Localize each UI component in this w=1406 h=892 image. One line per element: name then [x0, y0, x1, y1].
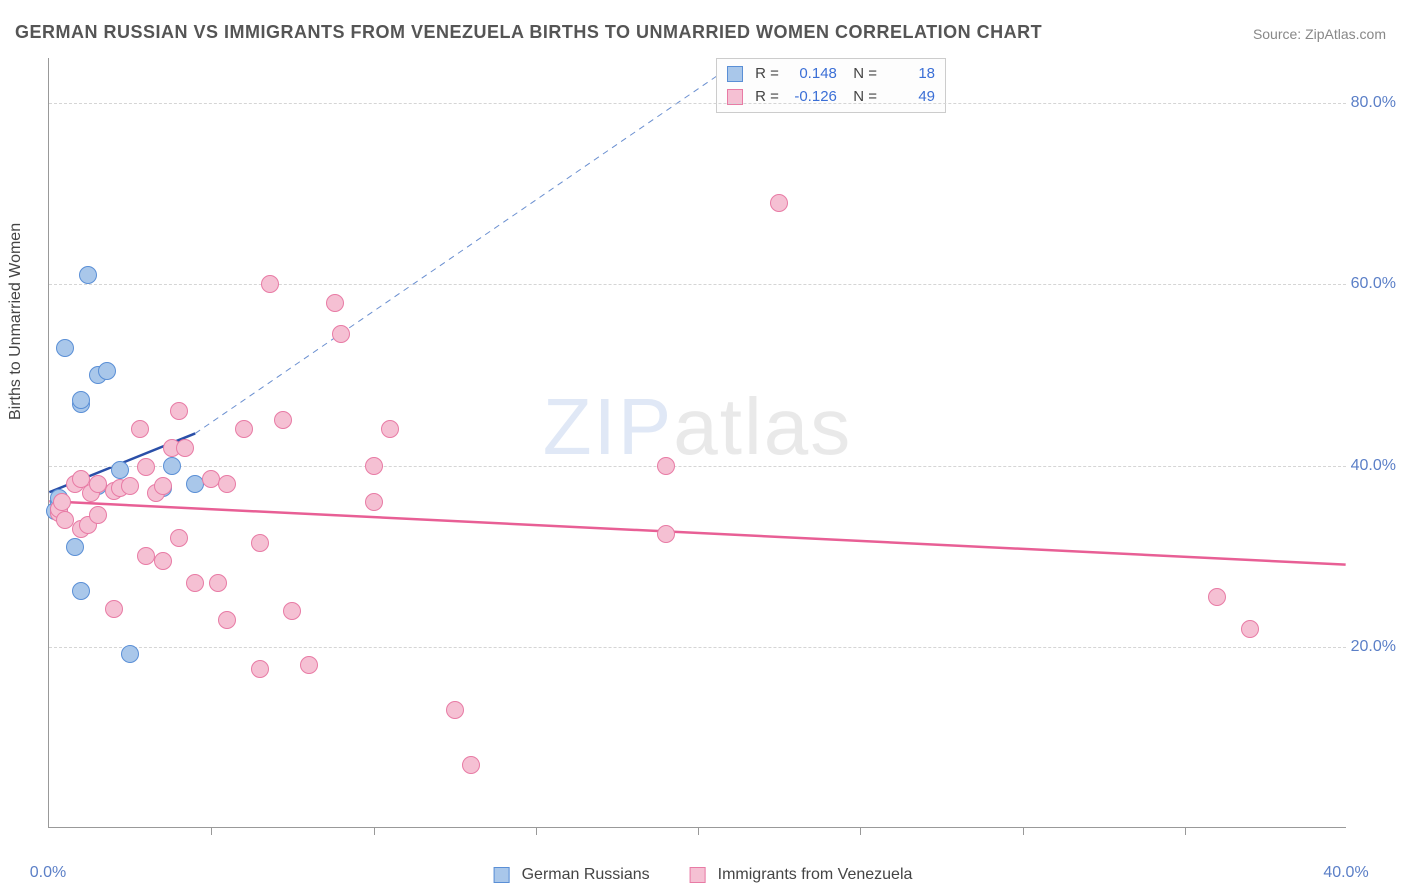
scatter-point — [365, 457, 383, 475]
x-tick — [211, 827, 212, 835]
scatter-point — [170, 402, 188, 420]
scatter-point — [261, 275, 279, 293]
legend-item: German Russians — [494, 866, 650, 884]
scatter-point — [326, 294, 344, 312]
scatter-point — [300, 656, 318, 674]
scatter-point — [66, 538, 84, 556]
y-tick-label: 80.0% — [1351, 94, 1396, 112]
scatter-point — [1208, 588, 1226, 606]
n-label: N = — [845, 86, 877, 109]
scatter-point — [235, 420, 253, 438]
x-tick — [860, 827, 861, 835]
scatter-point — [283, 602, 301, 620]
scatter-point — [154, 477, 172, 495]
trend-lines-svg — [49, 58, 1346, 827]
scatter-point — [657, 525, 675, 543]
trend-line — [49, 501, 1345, 564]
stats-box: R = 0.148 N = 18 R = -0.126 N = 49 — [716, 58, 946, 113]
legend-swatch — [494, 867, 510, 883]
y-axis-label: Births to Unmarried Women — [7, 223, 25, 420]
scatter-point — [121, 477, 139, 495]
scatter-point — [89, 506, 107, 524]
scatter-point — [154, 552, 172, 570]
scatter-point — [209, 574, 227, 592]
scatter-point — [121, 645, 139, 663]
scatter-point — [365, 493, 383, 511]
scatter-point — [72, 582, 90, 600]
scatter-point — [98, 362, 116, 380]
x-tick — [1185, 827, 1186, 835]
n-label: N = — [845, 63, 877, 86]
chart-title: GERMAN RUSSIAN VS IMMIGRANTS FROM VENEZU… — [15, 22, 1042, 43]
bottom-legend: German Russians Immigrants from Venezuela — [494, 866, 913, 884]
gridline — [49, 284, 1346, 285]
scatter-point — [170, 529, 188, 547]
legend-item: Immigrants from Venezuela — [690, 866, 913, 884]
x-tick — [698, 827, 699, 835]
scatter-point — [657, 457, 675, 475]
y-tick-label: 20.0% — [1351, 638, 1396, 656]
scatter-point — [274, 411, 292, 429]
r-value: 0.148 — [787, 63, 837, 86]
watermark: ZIPatlas — [543, 381, 852, 473]
trend-line-extrapolated — [195, 67, 730, 433]
legend-label: German Russians — [522, 866, 650, 884]
scatter-point — [176, 439, 194, 457]
x-tick-label: 40.0% — [1323, 864, 1368, 882]
x-tick — [1023, 827, 1024, 835]
gridline — [49, 103, 1346, 104]
scatter-point — [79, 266, 97, 284]
scatter-point — [218, 475, 236, 493]
legend-label: Immigrants from Venezuela — [718, 866, 913, 884]
scatter-point — [770, 194, 788, 212]
y-tick-label: 60.0% — [1351, 275, 1396, 293]
scatter-point — [137, 458, 155, 476]
watermark-zip: ZIP — [543, 382, 673, 471]
scatter-point — [332, 325, 350, 343]
r-label: R = — [755, 63, 779, 86]
stats-row: R = 0.148 N = 18 — [727, 63, 935, 86]
stats-swatch — [727, 66, 743, 82]
scatter-point — [137, 547, 155, 565]
scatter-point — [56, 511, 74, 529]
source-label: Source: ZipAtlas.com — [1253, 26, 1386, 42]
r-label: R = — [755, 86, 779, 109]
scatter-point — [251, 660, 269, 678]
scatter-point — [53, 493, 71, 511]
watermark-atlas: atlas — [673, 382, 852, 471]
scatter-point — [446, 701, 464, 719]
scatter-point — [462, 756, 480, 774]
plot-area: ZIPatlas R = 0.148 N = 18 R = -0.126 N = 49 — [48, 58, 1346, 828]
scatter-point — [186, 574, 204, 592]
x-tick — [536, 827, 537, 835]
x-tick-label: 0.0% — [30, 864, 66, 882]
scatter-point — [131, 420, 149, 438]
stats-row: R = -0.126 N = 49 — [727, 86, 935, 109]
scatter-point — [163, 457, 181, 475]
r-value: -0.126 — [787, 86, 837, 109]
n-value: 49 — [885, 86, 935, 109]
scatter-point — [1241, 620, 1259, 638]
legend-swatch — [690, 867, 706, 883]
scatter-point — [105, 600, 123, 618]
gridline — [49, 466, 1346, 467]
x-tick — [374, 827, 375, 835]
scatter-point — [218, 611, 236, 629]
scatter-point — [56, 339, 74, 357]
scatter-point — [381, 420, 399, 438]
n-value: 18 — [885, 63, 935, 86]
scatter-point — [72, 391, 90, 409]
y-tick-label: 40.0% — [1351, 457, 1396, 475]
gridline — [49, 647, 1346, 648]
scatter-point — [251, 534, 269, 552]
scatter-point — [202, 470, 220, 488]
